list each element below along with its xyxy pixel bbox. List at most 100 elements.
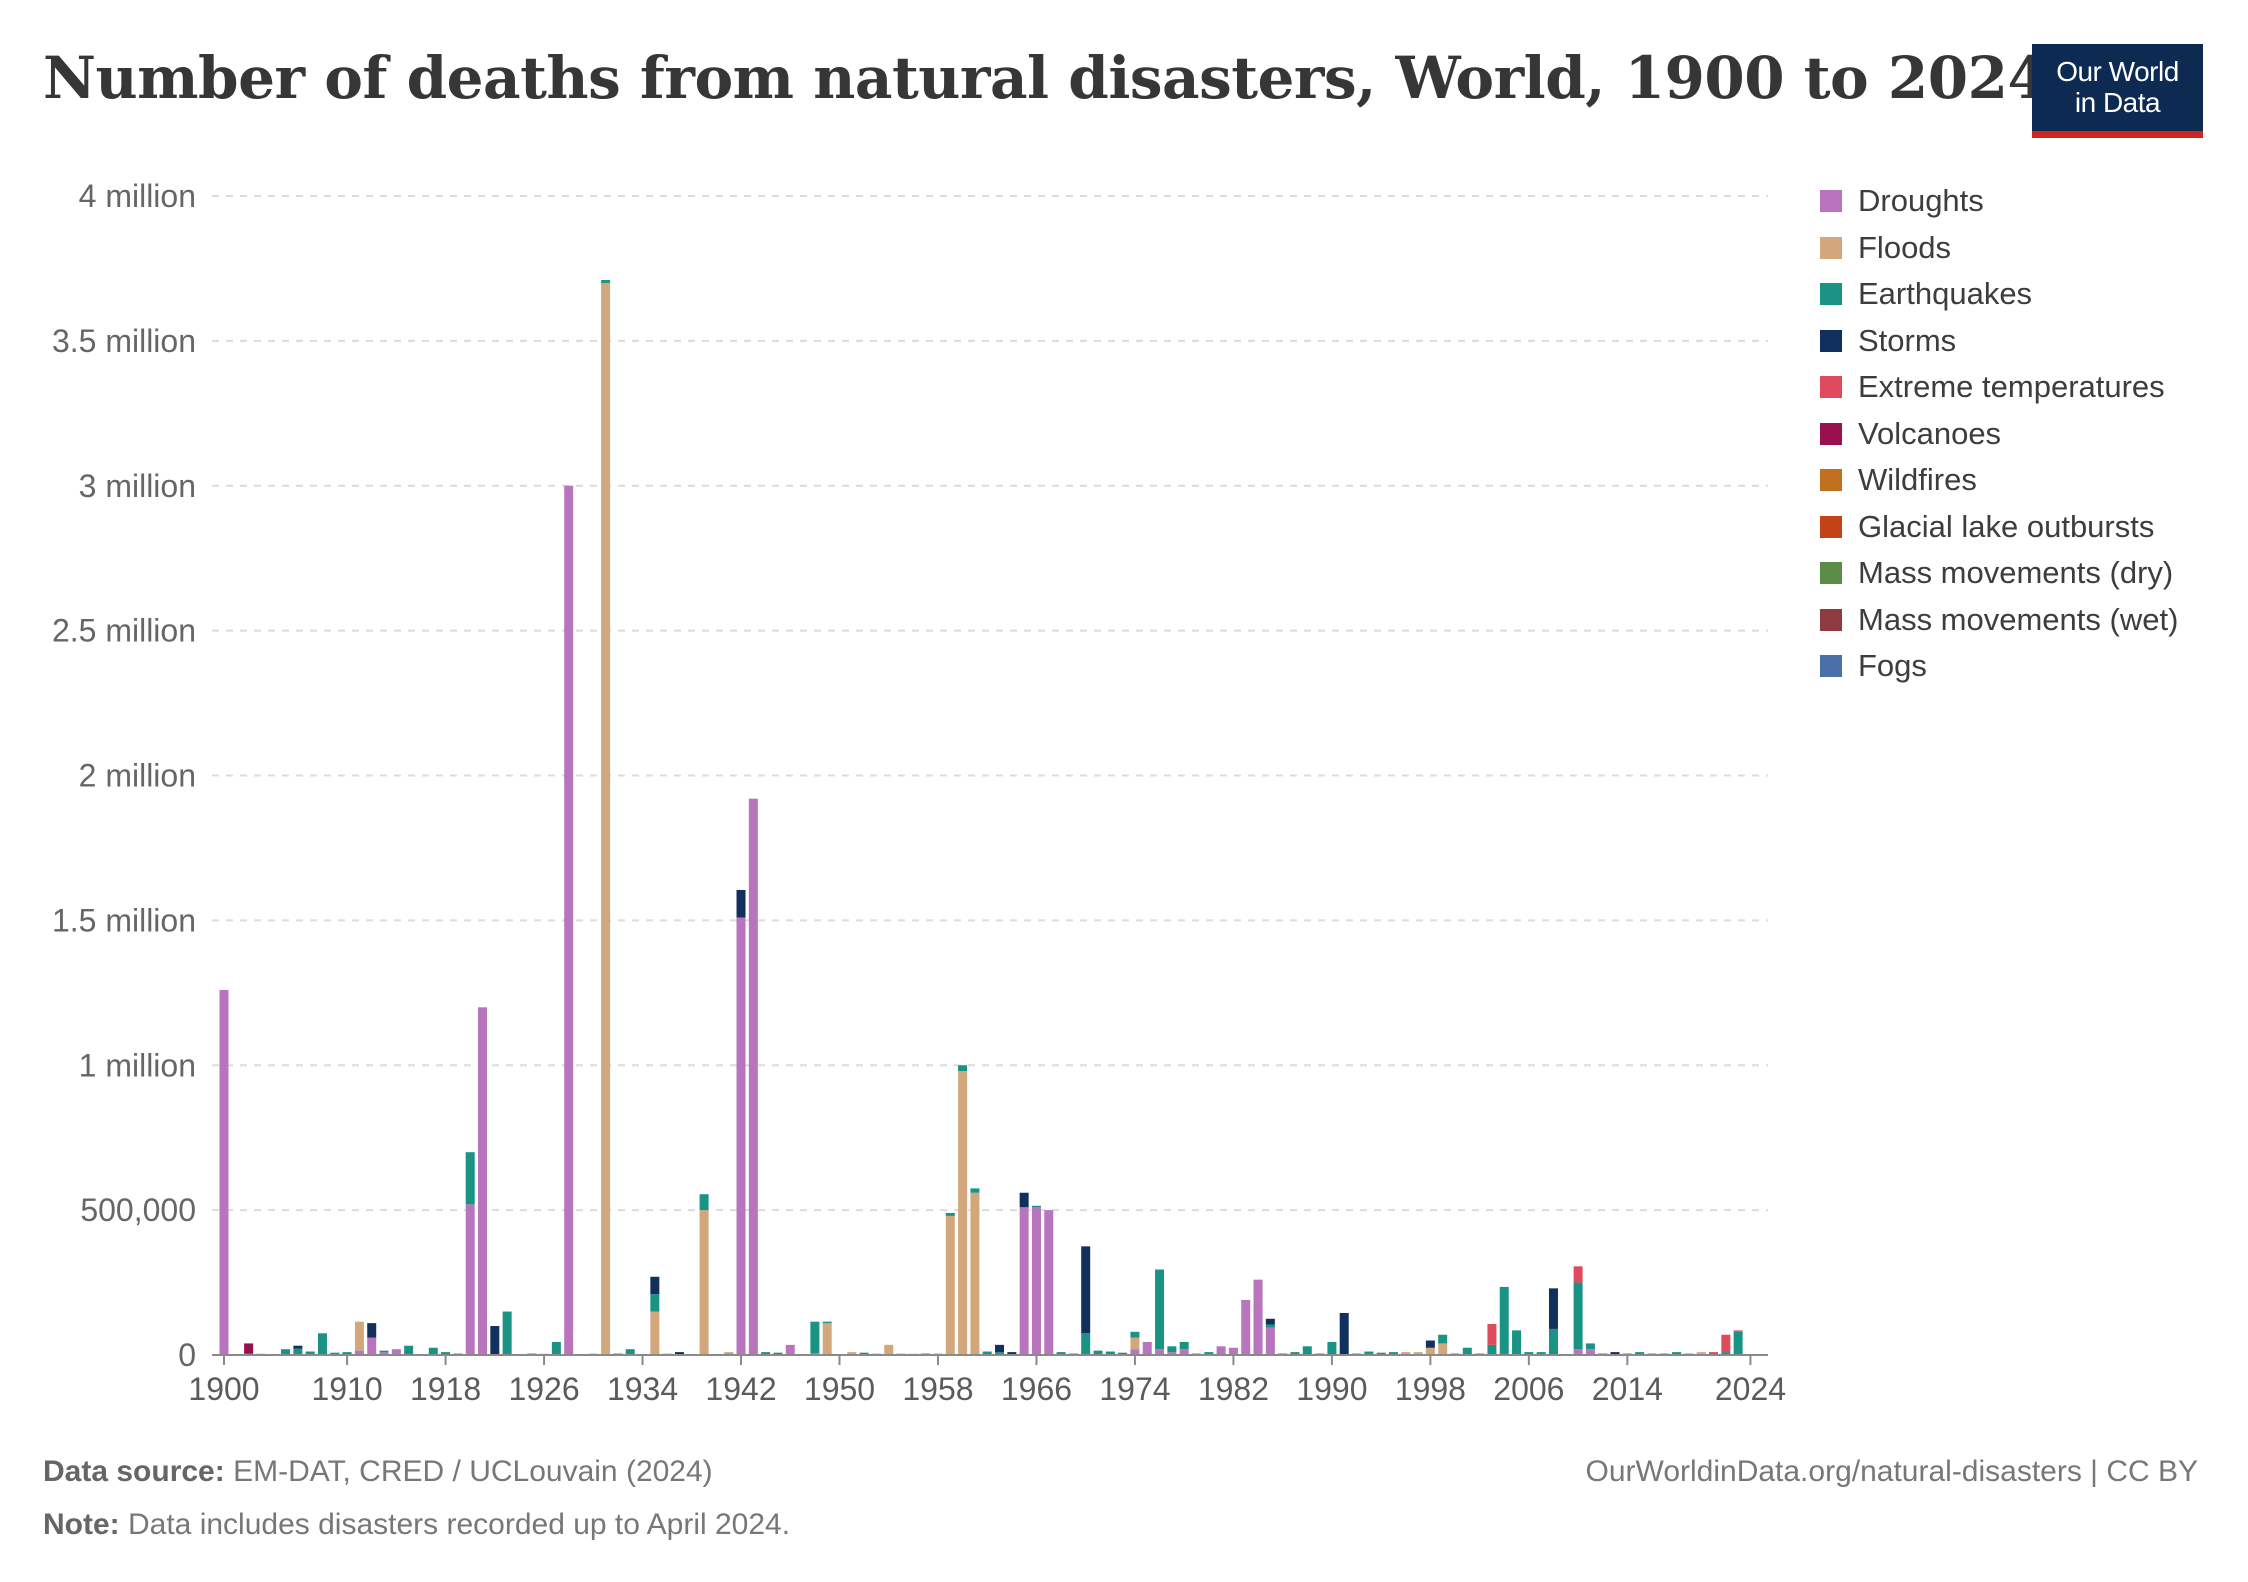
bar-segment[interactable] (1118, 1352, 1128, 1355)
bar-segment[interactable] (354, 1321, 364, 1351)
bar-segment[interactable] (367, 1337, 377, 1355)
bar-segment[interactable] (1290, 1352, 1300, 1355)
bar-segment[interactable] (1696, 1352, 1706, 1355)
bar-segment[interactable] (945, 1213, 955, 1216)
bar-segment[interactable] (1142, 1341, 1152, 1355)
bar-segment[interactable] (1573, 1282, 1583, 1350)
bar-segment[interactable] (330, 1352, 340, 1355)
bar-segment[interactable] (1031, 1205, 1041, 1208)
bar-segment[interactable] (1265, 1327, 1275, 1355)
bar-segment[interactable] (1167, 1346, 1177, 1353)
data-source-text[interactable]: EM-DAT, CRED / UCLouvain (2024) (233, 1455, 713, 1488)
legend-item[interactable]: Droughts (1820, 178, 2178, 225)
bar-segment[interactable] (1610, 1352, 1620, 1355)
legend-item[interactable]: Volcanoes (1820, 411, 2178, 458)
bar-segment[interactable] (761, 1352, 771, 1355)
bar-segment[interactable] (1462, 1347, 1472, 1355)
bar-segment[interactable] (748, 798, 758, 1355)
bar-segment[interactable] (465, 1152, 475, 1205)
bar-segment[interactable] (1130, 1331, 1140, 1338)
bar-segment[interactable] (1524, 1352, 1534, 1355)
bar-segment[interactable] (1487, 1323, 1497, 1345)
bar-segment[interactable] (1105, 1351, 1115, 1355)
bar-segment[interactable] (1585, 1349, 1595, 1355)
legend-item[interactable]: Mass movements (wet) (1820, 597, 2178, 644)
bar-segment[interactable] (1155, 1349, 1165, 1355)
bar-segment[interactable] (1253, 1279, 1263, 1355)
bar-segment[interactable] (1007, 1352, 1017, 1355)
bar-segment[interactable] (293, 1348, 303, 1355)
bar-segment[interactable] (1130, 1337, 1140, 1350)
bar-segment[interactable] (847, 1352, 857, 1355)
bar-segment[interactable] (1438, 1334, 1448, 1344)
bar-segment[interactable] (379, 1350, 389, 1353)
bar-segment[interactable] (1438, 1343, 1448, 1355)
bar-segment[interactable] (970, 1192, 980, 1355)
bar-segment[interactable] (1216, 1346, 1226, 1355)
bar-segment[interactable] (391, 1349, 401, 1355)
bar-segment[interactable] (810, 1321, 820, 1354)
bar-segment[interactable] (884, 1344, 894, 1355)
bar-segment[interactable] (958, 1071, 968, 1355)
bar-segment[interactable] (1573, 1266, 1583, 1283)
bar-segment[interactable] (785, 1344, 795, 1355)
bar-segment[interactable] (724, 1352, 734, 1354)
bar-segment[interactable] (305, 1351, 315, 1355)
bar-segment[interactable] (1401, 1352, 1411, 1355)
bar-segment[interactable] (1019, 1192, 1029, 1208)
owid-logo[interactable]: Our World in Data (2032, 44, 2203, 138)
bar-segment[interactable] (1733, 1331, 1743, 1355)
bar-segment[interactable] (822, 1323, 832, 1355)
bar-segment[interactable] (428, 1347, 438, 1355)
bar-segment[interactable] (1487, 1344, 1497, 1355)
bar-segment[interactable] (1167, 1352, 1177, 1355)
bar-segment[interactable] (1512, 1330, 1522, 1355)
bar-segment[interactable] (367, 1323, 377, 1338)
bar-segment[interactable] (736, 889, 746, 918)
bar-segment[interactable] (945, 1215, 955, 1355)
bar-segment[interactable] (1364, 1351, 1374, 1355)
bar-segment[interactable] (1228, 1347, 1238, 1355)
bar-segment[interactable] (859, 1352, 869, 1355)
bar-segment[interactable] (1031, 1207, 1041, 1355)
source-url[interactable]: OurWorldinData.org/natural-disasters | C… (1585, 1455, 2198, 1488)
bar-segment[interactable] (1709, 1352, 1719, 1355)
bar-segment[interactable] (958, 1065, 968, 1072)
bar-segment[interactable] (293, 1345, 303, 1349)
bar-segment[interactable] (1241, 1299, 1251, 1355)
bar-segment[interactable] (1585, 1343, 1595, 1350)
bar-segment[interactable] (1265, 1318, 1275, 1325)
bar-segment[interactable] (1376, 1352, 1386, 1355)
legend-item[interactable]: Extreme temperatures (1820, 364, 2178, 411)
bar-segment[interactable] (1425, 1340, 1435, 1348)
bar-segment[interactable] (1056, 1352, 1066, 1355)
bar-segment[interactable] (699, 1194, 709, 1211)
bar-segment[interactable] (1573, 1349, 1583, 1355)
bar-segment[interactable] (736, 917, 746, 1355)
bar-segment[interactable] (1081, 1333, 1091, 1355)
bar-segment[interactable] (1425, 1347, 1435, 1355)
bar-segment[interactable] (995, 1344, 1005, 1353)
bar-segment[interactable] (650, 1294, 660, 1312)
bar-segment[interactable] (1672, 1352, 1682, 1355)
bar-segment[interactable] (1155, 1269, 1165, 1350)
bar-segment[interactable] (478, 1007, 488, 1355)
bar-segment[interactable] (822, 1321, 832, 1324)
legend-item[interactable]: Glacial lake outbursts (1820, 504, 2178, 551)
bar-segment[interactable] (465, 1204, 475, 1355)
legend-item[interactable]: Mass movements (dry) (1820, 550, 2178, 597)
legend-item[interactable]: Floods (1820, 225, 2178, 272)
legend-item[interactable]: Earthquakes (1820, 271, 2178, 318)
bar-segment[interactable] (674, 1352, 684, 1355)
bar-segment[interactable] (625, 1349, 635, 1355)
bar-segment[interactable] (1536, 1352, 1546, 1355)
bar-segment[interactable] (970, 1188, 980, 1193)
bar-segment[interactable] (1130, 1349, 1140, 1355)
bar-segment[interactable] (1327, 1341, 1337, 1355)
bar-segment[interactable] (1339, 1312, 1349, 1355)
bar-segment[interactable] (1721, 1352, 1731, 1355)
bar-segment[interactable] (1019, 1207, 1029, 1355)
bar-segment[interactable] (1635, 1352, 1645, 1355)
legend-item[interactable]: Storms (1820, 318, 2178, 365)
bar-segment[interactable] (1499, 1286, 1509, 1355)
